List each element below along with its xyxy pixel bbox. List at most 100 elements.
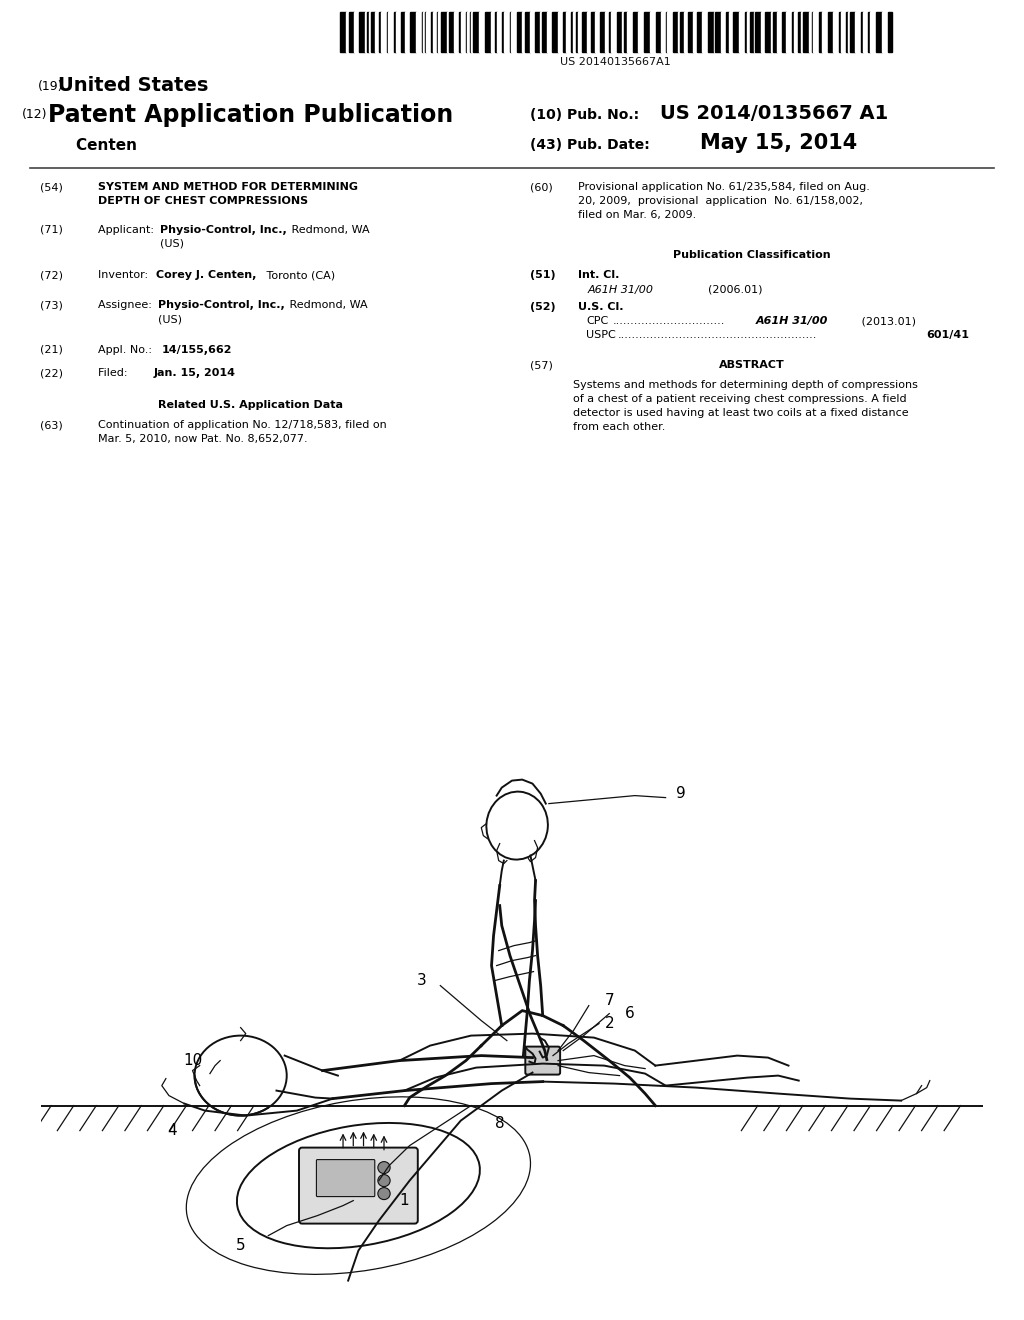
Text: of a chest of a patient receiving chest compressions. A field: of a chest of a patient receiving chest …	[573, 393, 906, 404]
Text: Corey J. Centen,: Corey J. Centen,	[156, 271, 256, 280]
Bar	[794, 12, 798, 51]
Text: (10) Pub. No.:: (10) Pub. No.:	[530, 108, 639, 121]
Bar	[746, 12, 750, 51]
Bar	[738, 12, 744, 51]
Text: Provisional application No. 61/235,584, filed on Aug.: Provisional application No. 61/235,584, …	[578, 182, 869, 191]
Bar	[683, 12, 687, 51]
Bar	[803, 12, 809, 51]
Bar	[761, 12, 765, 51]
Bar	[772, 12, 776, 51]
Bar	[819, 12, 821, 51]
Bar	[422, 12, 423, 51]
Text: .......................................................: ........................................…	[618, 330, 817, 341]
Bar	[595, 12, 600, 51]
Bar	[624, 12, 627, 51]
Text: (21): (21)	[40, 345, 62, 355]
Bar	[467, 12, 469, 51]
Bar	[404, 12, 410, 51]
Text: 1: 1	[399, 1193, 410, 1208]
Text: Jan. 15, 2014: Jan. 15, 2014	[154, 368, 236, 378]
FancyBboxPatch shape	[299, 1147, 418, 1224]
Text: Toronto (CA): Toronto (CA)	[263, 271, 335, 280]
Text: 8: 8	[495, 1117, 505, 1131]
Bar	[395, 12, 400, 51]
Bar	[535, 12, 540, 51]
Text: Systems and methods for determining depth of compressions: Systems and methods for determining dept…	[573, 380, 918, 389]
Text: (71): (71)	[40, 224, 62, 235]
Bar	[454, 12, 459, 51]
Bar	[446, 12, 449, 51]
Text: (19): (19)	[38, 81, 63, 92]
Bar	[381, 12, 386, 51]
Bar	[846, 12, 848, 51]
Text: Redmond, WA: Redmond, WA	[286, 300, 368, 310]
Bar	[600, 12, 605, 51]
Bar	[616, 12, 622, 51]
Bar	[667, 12, 673, 51]
Bar	[558, 12, 563, 51]
Bar	[765, 12, 771, 51]
Bar	[776, 12, 781, 51]
Bar	[861, 12, 862, 51]
Bar	[358, 12, 365, 51]
Bar	[375, 12, 379, 51]
Circle shape	[378, 1175, 390, 1187]
Bar	[728, 12, 732, 51]
Bar	[649, 12, 655, 51]
Text: Inventor:: Inventor:	[98, 271, 155, 280]
Bar	[627, 12, 633, 51]
Text: (43) Pub. Date:: (43) Pub. Date:	[530, 139, 650, 152]
Text: CPC: CPC	[586, 315, 608, 326]
Bar	[622, 12, 624, 51]
Bar	[876, 12, 882, 51]
Bar	[565, 12, 570, 51]
Bar	[781, 12, 785, 51]
Circle shape	[378, 1162, 390, 1173]
Bar	[882, 12, 888, 51]
Text: (57): (57)	[530, 360, 553, 370]
Bar	[570, 12, 573, 51]
Bar	[386, 12, 388, 51]
Bar	[678, 12, 680, 51]
Bar	[511, 12, 517, 51]
Bar	[721, 12, 726, 51]
Text: (US): (US)	[160, 239, 184, 249]
Bar	[461, 12, 466, 51]
Bar	[744, 12, 746, 51]
Bar	[346, 12, 348, 51]
Bar	[502, 12, 504, 51]
Text: Mar. 5, 2010, now Pat. No. 8,652,077.: Mar. 5, 2010, now Pat. No. 8,652,077.	[98, 434, 307, 444]
Bar	[771, 12, 772, 51]
Text: Centen: Centen	[55, 139, 137, 153]
Bar	[369, 12, 371, 51]
Bar	[867, 12, 870, 51]
Bar	[490, 12, 495, 51]
Text: 4: 4	[167, 1123, 177, 1138]
Bar	[855, 12, 861, 51]
Text: ...............................: ...............................	[613, 315, 725, 326]
Bar	[394, 12, 395, 51]
Text: (60): (60)	[530, 182, 553, 191]
Text: SYSTEM AND METHOD FOR DETERMINING: SYSTEM AND METHOD FOR DETERMINING	[98, 182, 358, 191]
Text: 9: 9	[676, 787, 686, 801]
Bar	[609, 12, 610, 51]
Text: Continuation of application No. 12/718,583, filed on: Continuation of application No. 12/718,5…	[98, 420, 387, 430]
Bar	[432, 12, 436, 51]
Bar	[850, 12, 855, 51]
Bar	[587, 12, 591, 51]
Bar	[504, 12, 510, 51]
Bar	[798, 12, 801, 51]
Bar	[870, 12, 876, 51]
Bar	[436, 12, 438, 51]
Bar	[497, 12, 502, 51]
Text: Redmond, WA: Redmond, WA	[288, 224, 370, 235]
Text: 5: 5	[236, 1238, 246, 1253]
Text: DEPTH OF CHEST COMPRESSIONS: DEPTH OF CHEST COMPRESSIONS	[98, 195, 308, 206]
Text: Int. Cl.: Int. Cl.	[578, 271, 620, 280]
Text: Physio-Control, Inc.,: Physio-Control, Inc.,	[160, 224, 287, 235]
Bar	[478, 12, 484, 51]
Bar	[529, 12, 535, 51]
Bar	[524, 12, 529, 51]
Text: May 15, 2014: May 15, 2014	[700, 133, 857, 153]
Bar	[755, 12, 761, 51]
